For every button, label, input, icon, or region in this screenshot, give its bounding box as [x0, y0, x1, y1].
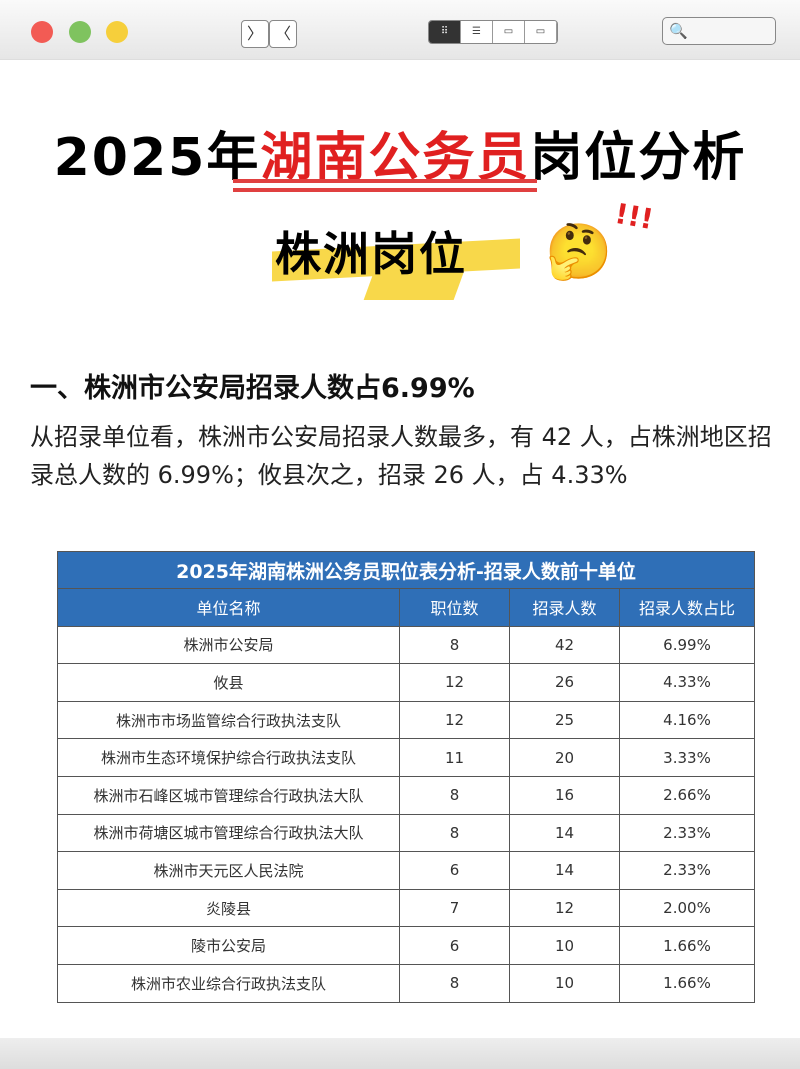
table-cell: 3.33%: [619, 738, 755, 777]
table-cell: 6: [399, 851, 510, 890]
title-year: 2025年: [53, 128, 261, 188]
subtitle: 株洲岗位: [275, 227, 467, 281]
table-cell: 16: [509, 775, 620, 815]
table-cell: 25: [509, 700, 620, 740]
table-cell: 10: [509, 926, 620, 965]
table-cell: 株洲市石峰区城市管理综合行政执法大队: [57, 775, 400, 815]
table-cell: 4.33%: [619, 663, 755, 702]
table-cell: 1.66%: [619, 963, 755, 1003]
table-cell: 炎陵县: [57, 888, 400, 928]
search-input[interactable]: 🔍: [662, 17, 776, 45]
table-cell: 8: [399, 963, 510, 1003]
table-row: 陵市公安局 6 10 1.66%: [57, 926, 755, 965]
table-cell: 20: [509, 738, 620, 777]
table-row: 株洲市农业综合行政执法支队 8 10 1.66%: [57, 963, 755, 1003]
table-cell: 12: [399, 663, 510, 702]
table-row: 炎陵县 7 12 2.00%: [57, 888, 755, 928]
title-highlight: 湖南公务员: [260, 128, 531, 188]
exclamation-icon: !!!: [612, 196, 656, 237]
table-cell: 株洲市天元区人民法院: [57, 851, 400, 890]
table-row: 株洲市市场监管综合行政执法支队 12 25 4.16%: [57, 700, 755, 740]
thinking-face-icon: 🤔: [545, 220, 613, 283]
title-suffix: 岗位分析: [530, 128, 747, 188]
table-cell: 2.33%: [619, 813, 755, 853]
table-cell: 8: [399, 813, 510, 853]
table-cell: 10: [509, 963, 620, 1003]
table-cell: 8: [399, 775, 510, 815]
table-cell: 2.33%: [619, 851, 755, 890]
column-header: 招录人数: [509, 588, 620, 627]
table-cell: 14: [509, 813, 620, 853]
maximize-button[interactable]: [106, 21, 128, 43]
table-cell: 株洲市公安局: [57, 625, 400, 665]
table-cell: 2.66%: [619, 775, 755, 815]
table-row: 株洲市公安局 8 42 6.99%: [57, 625, 755, 665]
table-title: 2025年湖南株洲公务员职位表分析-招录人数前十单位: [57, 551, 755, 589]
table-cell: 7: [399, 888, 510, 928]
page-title: 2025年湖南公务员岗位分析: [0, 115, 800, 190]
column-header: 职位数: [399, 588, 510, 627]
column-header: 招录人数占比: [619, 588, 755, 627]
table-cell: 4.16%: [619, 700, 755, 740]
window-bottom-bar: [0, 1038, 800, 1069]
table-cell: 2.00%: [619, 888, 755, 928]
table-row: 株洲市生态环境保护综合行政执法支队 11 20 3.33%: [57, 738, 755, 777]
table-cell: 26: [509, 663, 620, 702]
table-cell: 6: [399, 926, 510, 965]
table-cell: 株洲市荷塘区城市管理综合行政执法大队: [57, 813, 400, 853]
table-cell: 12: [509, 888, 620, 928]
table-cell: 6.99%: [619, 625, 755, 665]
close-button[interactable]: [31, 21, 53, 43]
table-cell: 株洲市生态环境保护综合行政执法支队: [57, 738, 400, 777]
search-icon: 🔍: [669, 22, 688, 40]
table-cell: 株洲市市场监管综合行政执法支队: [57, 700, 400, 740]
gallery-view-icon[interactable]: ▭: [525, 21, 557, 43]
table-row: 株洲市天元区人民法院 6 14 2.33%: [57, 851, 755, 890]
table-cell: 株洲市农业综合行政执法支队: [57, 963, 400, 1003]
table-cell: 1.66%: [619, 926, 755, 965]
minimize-button[interactable]: [69, 21, 91, 43]
nav-back-button[interactable]: 〉: [241, 20, 269, 48]
list-view-icon[interactable]: ☰: [461, 21, 493, 43]
title-underline: [233, 188, 537, 192]
column-header: 单位名称: [57, 588, 400, 627]
title-underline: [233, 179, 537, 183]
data-table: 2025年湖南株洲公务员职位表分析-招录人数前十单位 单位名称 职位数 招录人数…: [57, 551, 755, 1003]
table-row: 攸县 12 26 4.33%: [57, 663, 755, 702]
table-cell: 8: [399, 625, 510, 665]
section-heading: 一、株洲市公安局招录人数占6.99%: [30, 373, 475, 404]
table-cell: 11: [399, 738, 510, 777]
nav-forward-button[interactable]: 〈: [269, 20, 297, 48]
table-cell: 攸县: [57, 663, 400, 702]
table-cell: 42: [509, 625, 620, 665]
table-row: 株洲市荷塘区城市管理综合行政执法大队 8 14 2.33%: [57, 813, 755, 853]
column-view-icon[interactable]: ▭: [493, 21, 525, 43]
window-toolbar: 〉 〈 ⠿ ☰ ▭ ▭ 🔍: [0, 0, 800, 60]
table-row: 株洲市石峰区城市管理综合行政执法大队 8 16 2.66%: [57, 775, 755, 815]
table-cell: 12: [399, 700, 510, 740]
section-paragraph: 从招录单位看，株洲市公安局招录人数最多，有 42 人，占株洲地区招录总人数的 6…: [30, 423, 772, 489]
table-cell: 陵市公安局: [57, 926, 400, 965]
table-cell: 14: [509, 851, 620, 890]
grid-view-icon[interactable]: ⠿: [429, 21, 461, 43]
